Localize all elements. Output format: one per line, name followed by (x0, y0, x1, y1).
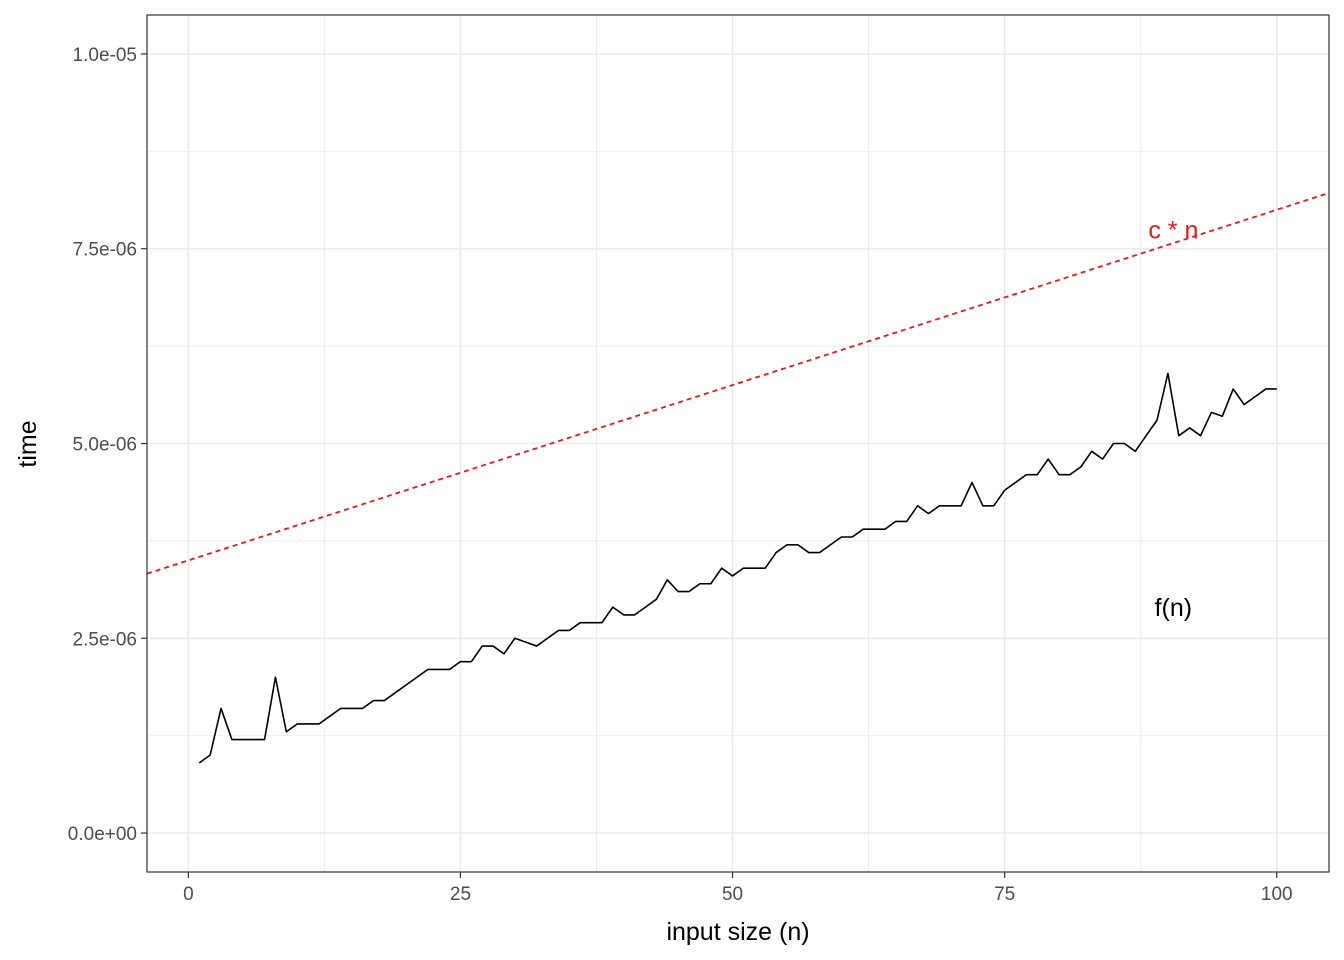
x-axis-ticks: 0 25 50 75 100 (183, 872, 1293, 905)
x-tick-label: 25 (450, 884, 471, 905)
series-layer (147, 192, 1329, 764)
annotations: c * n f(n) (1148, 216, 1198, 622)
annotation-measured-label: f(n) (1155, 594, 1193, 622)
x-tick-label: 100 (1261, 884, 1293, 905)
annotation-reference-label: c * n (1148, 216, 1198, 244)
x-tick-label: 50 (722, 884, 743, 905)
y-axis-title: time (14, 420, 42, 467)
x-axis-title: input size (n) (666, 918, 809, 946)
x-tick-label: 75 (994, 884, 1015, 905)
y-tick-label: 0.0e+00 (68, 824, 137, 845)
y-tick-label: 1.0e-05 (73, 45, 137, 66)
y-tick-label: 2.5e-06 (73, 629, 137, 650)
series-line-measured (198, 372, 1277, 764)
y-tick-label: 5.0e-06 (73, 435, 137, 456)
major-gridlines (147, 15, 1329, 872)
x-tick-label: 0 (183, 884, 194, 905)
y-tick-label: 7.5e-06 (73, 240, 137, 261)
y-axis-ticks: 0.0e+00 2.5e-06 5.0e-06 7.5e-06 1.0e-05 (68, 45, 147, 845)
